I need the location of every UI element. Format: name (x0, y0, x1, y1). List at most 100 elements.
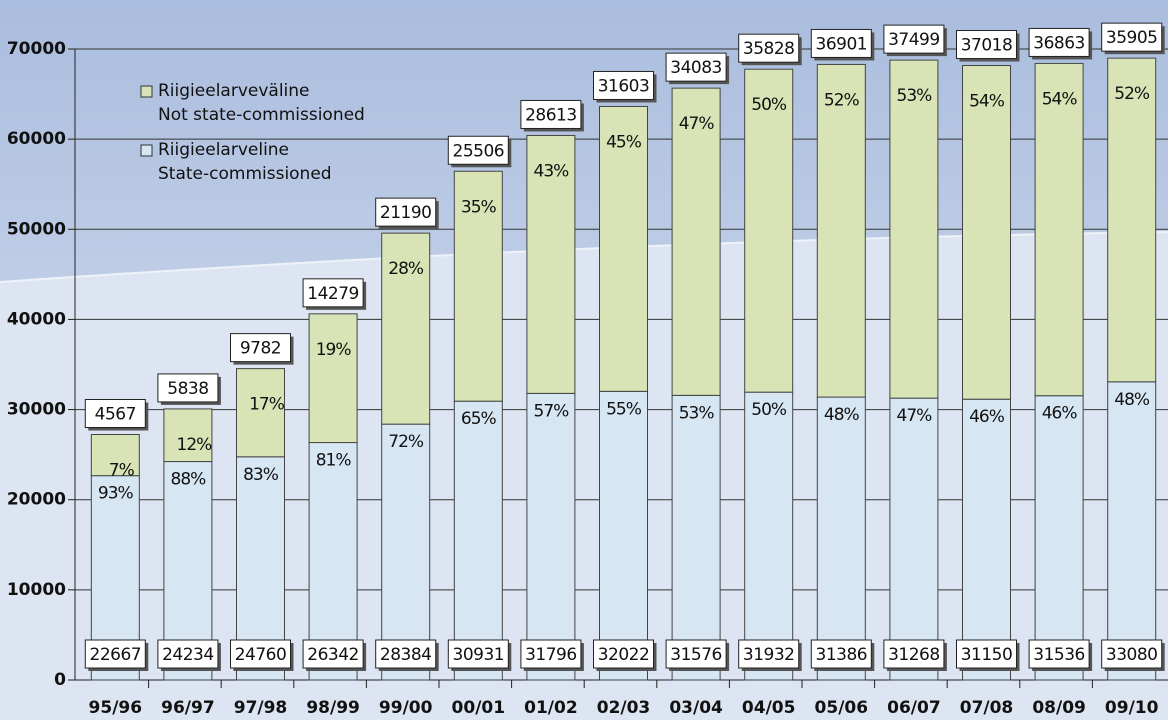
share-label: 45% (606, 132, 642, 152)
value-label: 31576 (665, 639, 730, 671)
x-tick-label: 00/01 (452, 698, 506, 718)
x-tick-label: 02/03 (597, 698, 651, 718)
share-label: 46% (969, 407, 1005, 427)
label-box (956, 30, 1017, 60)
bar-segment (526, 392, 576, 681)
share-label: 72% (388, 432, 424, 452)
share-label: 54% (1042, 89, 1078, 109)
label-box (84, 399, 146, 429)
value-label: 36863 (1028, 27, 1093, 60)
value-label: 31386 (810, 639, 875, 671)
value-label-text: 26342 (307, 645, 359, 665)
bar-segment (962, 65, 1011, 400)
legend-swatch (140, 85, 153, 98)
value-label: 37018 (956, 30, 1020, 62)
label-box (157, 639, 219, 669)
value-label-text: 31576 (670, 645, 722, 665)
label-box (157, 373, 219, 403)
bar-segment (1107, 57, 1157, 383)
legend-swatch (140, 144, 153, 157)
share-label: 47% (679, 114, 715, 134)
x-tick-label: 03/04 (669, 698, 723, 718)
value-label-text: 35828 (743, 39, 795, 59)
x-tick-label: 07/08 (960, 698, 1014, 718)
label-box (956, 639, 1017, 669)
value-label-text: 25506 (453, 141, 505, 161)
share-label: 17% (249, 395, 285, 415)
value-label-text: 31932 (743, 645, 795, 665)
x-tick-label: 06/07 (887, 698, 941, 718)
value-label-text: 36863 (1033, 33, 1085, 53)
label-box (665, 639, 727, 669)
share-label: 48% (1114, 390, 1150, 410)
label-box (84, 639, 146, 669)
share-label: 48% (824, 405, 860, 425)
value-label: 26342 (302, 639, 367, 671)
value-label: 22667 (84, 639, 149, 671)
label-box (230, 639, 291, 669)
share-label: 7% (109, 461, 135, 481)
label-box (230, 333, 291, 363)
value-label: 31536 (1028, 639, 1093, 671)
bar-segment (453, 400, 503, 681)
bar-segment (599, 390, 648, 681)
x-tick-label: 97/98 (234, 698, 288, 718)
legend: Riigieelarveväline Not state-commissione… (140, 81, 365, 184)
value-label: 35905 (1101, 22, 1165, 55)
label-box (883, 639, 945, 669)
value-label-text: 28613 (525, 105, 577, 125)
share-label: 54% (969, 92, 1005, 112)
value-label-text: 22667 (90, 645, 142, 665)
bar-segment (744, 68, 794, 393)
bar-segment (526, 134, 576, 394)
bar-segment (744, 391, 794, 681)
value-label: 28384 (375, 639, 439, 671)
share-label: 46% (1042, 404, 1078, 424)
value-label-text: 5838 (167, 379, 208, 399)
value-label: 33080 (1101, 639, 1165, 671)
value-label-text: 37499 (888, 30, 940, 50)
bar-segment (816, 396, 866, 681)
y-tick-label: 50000 (7, 219, 66, 239)
label-box (375, 639, 437, 669)
label-box (593, 70, 654, 100)
value-label-text: 35905 (1106, 28, 1158, 48)
bar-segment (1034, 395, 1084, 681)
value-label-text: 34083 (670, 58, 722, 78)
value-label-text: 21190 (380, 203, 432, 223)
x-tick-label: 01/02 (524, 698, 578, 718)
value-label-text: 9782 (240, 339, 281, 359)
x-tick-label: 96/97 (161, 698, 215, 718)
value-label: 31796 (520, 639, 584, 671)
value-label-text: 31386 (816, 645, 868, 665)
value-label-text: 14279 (307, 284, 359, 304)
share-label: 35% (461, 197, 497, 217)
share-label: 55% (606, 399, 642, 419)
share-label: 88% (171, 470, 207, 490)
value-label-text: 4567 (95, 405, 136, 425)
share-label: 43% (534, 161, 570, 181)
bar-segment (381, 423, 431, 681)
label-box (1028, 27, 1090, 57)
bar-segment (889, 397, 939, 681)
share-label: 93% (98, 484, 134, 504)
value-label: 24760 (230, 639, 294, 671)
value-label: 5838 (157, 373, 221, 405)
share-label: 52% (1114, 84, 1150, 104)
label-box (447, 135, 509, 165)
value-label: 31932 (738, 639, 802, 671)
share-label: 52% (824, 90, 860, 110)
label-box (883, 24, 945, 54)
value-label-text: 33080 (1106, 645, 1158, 665)
bar-segment (599, 105, 648, 392)
label-box (738, 639, 800, 669)
share-label: 53% (679, 403, 715, 423)
bar-segment (308, 313, 358, 444)
bar-segment (889, 59, 939, 399)
bar-segment (90, 434, 140, 477)
label-box (447, 639, 509, 669)
share-label: 28% (388, 259, 424, 279)
value-label: 31603 (593, 70, 657, 103)
value-label: 4567 (84, 399, 149, 431)
bar-segment (381, 232, 431, 425)
